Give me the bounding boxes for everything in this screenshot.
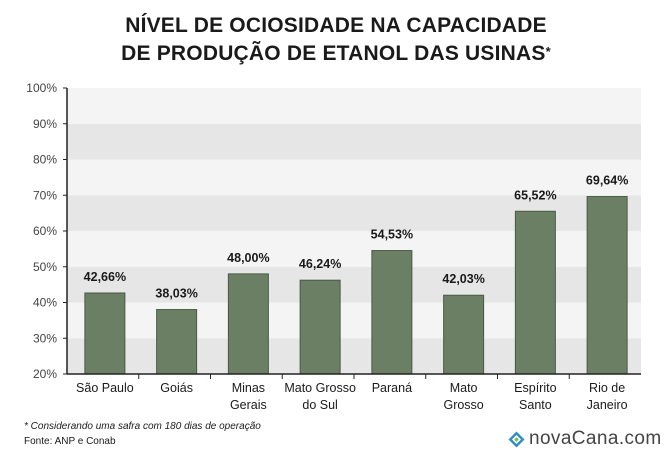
value-labels: 42,66% 38,03% 48,00% 46,24% 54,53% 42,03% 65,5… — [84, 174, 629, 301]
title-asterisk: * — [545, 44, 551, 59]
y-tick-label: 40% — [33, 296, 57, 310]
bar — [156, 309, 198, 375]
title-line-1: NÍVEL DE OCIOSIDADE NA CAPACIDADE — [125, 14, 547, 37]
value-label: 38,03% — [155, 287, 197, 301]
category-label: São Paulo — [76, 381, 134, 395]
category-label: Grosso — [443, 398, 483, 412]
bar — [299, 279, 341, 375]
bar — [84, 292, 126, 375]
brand-logo: novaCana.com — [508, 427, 664, 453]
y-tick-label: 30% — [33, 331, 57, 345]
y-tick-label: 60% — [33, 224, 57, 238]
value-label: 42,66% — [84, 270, 126, 284]
y-axis-ticks: 20% 30% 40% 50% 60% 70% 80% 90% 100% — [26, 81, 67, 381]
category-label: Goiás — [160, 381, 193, 395]
value-label: 54,53% — [371, 228, 413, 242]
value-label: 65,52% — [514, 188, 556, 202]
y-tick-label: 100% — [26, 81, 57, 95]
value-label: 46,24% — [299, 257, 341, 271]
category-label: Mato Grosso — [284, 381, 356, 395]
grid-band — [67, 159, 641, 196]
bars — [84, 196, 628, 375]
title-line-2: DE PRODUÇÃO DE ETANOL DAS USINAS* — [0, 40, 672, 68]
y-tick-label: 50% — [33, 260, 57, 274]
category-label: Gerais — [230, 398, 267, 412]
footnote: * Considerando uma safra com 180 dias de… — [24, 421, 261, 432]
grid-band — [67, 88, 641, 124]
category-label: Paraná — [372, 381, 412, 395]
grid-band — [67, 123, 641, 160]
brand-name: novaCana.com — [529, 428, 662, 449]
category-label: Rio de — [589, 381, 625, 395]
category-label: Mato — [450, 381, 478, 395]
value-label: 48,00% — [227, 251, 269, 265]
bar — [443, 294, 485, 375]
title-line-2-text: DE PRODUÇÃO DE ETANOL DAS USINAS — [121, 42, 546, 65]
diamond-logo-icon — [508, 431, 525, 448]
source-note: Fonte: ANP e Conab — [24, 436, 116, 447]
bar — [514, 210, 556, 375]
y-tick-label: 70% — [33, 188, 57, 202]
bar — [371, 250, 413, 375]
category-labels: São Paulo Goiás Minas Gerais Mato Grosso do S… — [76, 374, 628, 412]
category-label: Santo — [519, 398, 552, 412]
bar — [586, 196, 628, 375]
value-label: 69,64% — [586, 174, 628, 188]
value-label: 42,03% — [442, 272, 484, 286]
category-label: Espírito — [514, 381, 556, 395]
y-tick-label: 90% — [33, 117, 57, 131]
y-tick-label: 20% — [33, 367, 57, 381]
chart-title: NÍVEL DE OCIOSIDADE NA CAPACIDADE DE PRO… — [0, 12, 672, 68]
category-label: do Sul — [302, 398, 337, 412]
y-tick-label: 80% — [33, 153, 57, 167]
category-label: Minas — [232, 381, 265, 395]
category-label: Janeiro — [587, 398, 628, 412]
bar — [227, 273, 269, 375]
